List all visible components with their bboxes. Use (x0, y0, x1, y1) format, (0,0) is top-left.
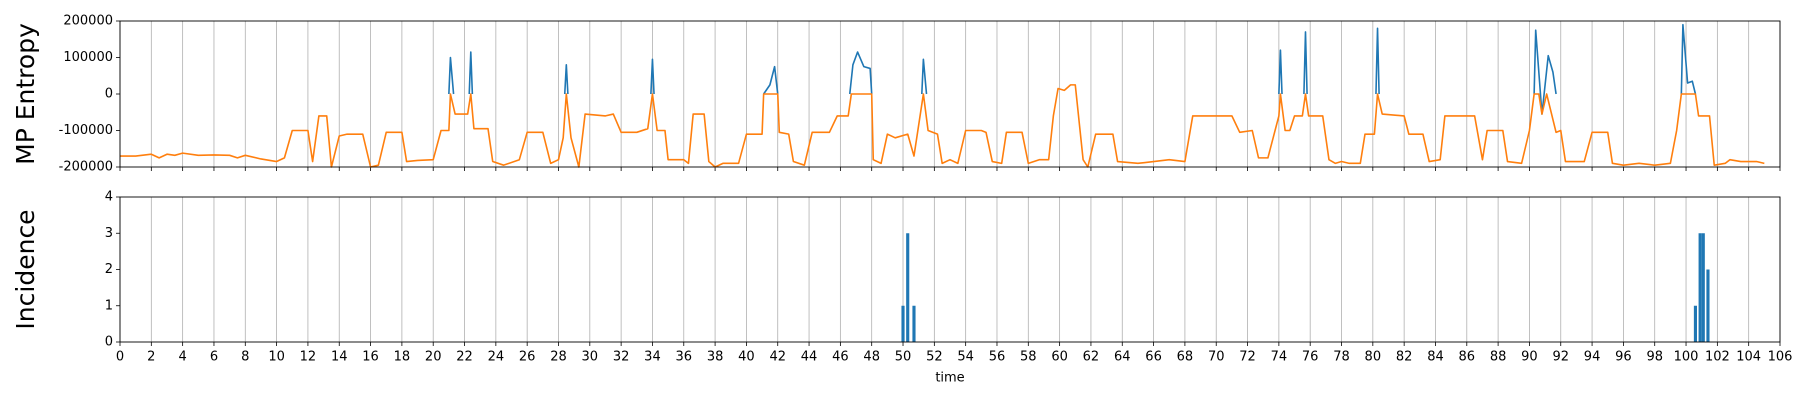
bar (912, 305, 916, 342)
y-tick-label: 1 (105, 298, 113, 313)
x-tick-label: 0 (116, 350, 124, 365)
x-tick-label: 4 (179, 350, 187, 365)
x-tick-label: 54 (957, 350, 974, 365)
x-tick-label: 12 (300, 350, 317, 365)
x-tick-label: 32 (613, 350, 630, 365)
x-tick-label: 64 (1114, 350, 1131, 365)
line-series (448, 23, 1697, 115)
x-tick-label: 10 (268, 350, 285, 365)
x-tick-label: 102 (1705, 350, 1730, 365)
x-tick-label: 40 (738, 350, 755, 365)
x-tick-label: 70 (1208, 350, 1225, 365)
x-tick-label: 68 (1177, 350, 1194, 365)
y-tick-label: 100000 (63, 50, 113, 65)
y-tick-label: -100000 (59, 123, 113, 138)
x-tick-label: 86 (1459, 350, 1476, 365)
bar (901, 305, 905, 342)
x-tick-label: 16 (362, 350, 379, 365)
x-tick-label: 50 (895, 350, 912, 365)
x-tick-label: 38 (707, 350, 724, 365)
x-tick-label: 100 (1674, 350, 1699, 365)
x-tick-label: 2 (147, 350, 155, 365)
x-tick-label: 18 (394, 350, 411, 365)
x-tick-label: 34 (644, 350, 661, 365)
y-tick-label: 2 (105, 262, 113, 277)
x-tick-label: 28 (550, 350, 567, 365)
x-tick-label: 74 (1271, 350, 1288, 365)
bar (1701, 233, 1705, 342)
x-tick-label: 26 (519, 350, 536, 365)
y-tick-label: 200000 (63, 14, 113, 29)
x-tick-label: 76 (1302, 350, 1319, 365)
axes-frame (119, 20, 1781, 168)
y-tick-label: 4 (105, 190, 113, 205)
y-axis-label: Incidence (11, 209, 40, 329)
bar (1693, 305, 1697, 342)
x-axis-label: time (935, 371, 964, 386)
x-tick-label: 84 (1427, 350, 1444, 365)
x-tick-label: 92 (1552, 350, 1569, 365)
x-tick-label: 80 (1365, 350, 1382, 365)
x-tick-label: 30 (582, 350, 599, 365)
x-tick-label: 48 (863, 350, 880, 365)
x-tick-label: 22 (456, 350, 473, 365)
bar (1706, 269, 1710, 342)
x-tick-label: 88 (1490, 350, 1507, 365)
y-axis-label: MP Entropy (11, 23, 40, 165)
x-tick-label: 56 (989, 350, 1006, 365)
x-tick-label: 90 (1521, 350, 1538, 365)
x-tick-label: 82 (1396, 350, 1413, 365)
y-tick-label: -200000 (59, 160, 113, 175)
x-tick-label: 24 (488, 350, 505, 365)
x-tick-label: 106 (1768, 350, 1793, 365)
x-tick-label: 8 (241, 350, 249, 365)
x-tick-label: 14 (331, 350, 348, 365)
x-tick-label: 52 (926, 350, 943, 365)
x-tick-label: 46 (832, 350, 849, 365)
x-tick-label: 58 (1020, 350, 1037, 365)
x-tick-label: 60 (1051, 350, 1068, 365)
bar (906, 233, 910, 342)
x-tick-label: 36 (676, 350, 693, 365)
x-tick-label: 96 (1615, 350, 1632, 365)
x-tick-label: 44 (801, 350, 818, 365)
x-tick-label: 98 (1646, 350, 1663, 365)
y-tick-label: 0 (105, 87, 113, 102)
line-series (120, 84, 1765, 168)
x-tick-label: 104 (1736, 350, 1761, 365)
x-tick-label: 20 (425, 350, 442, 365)
x-tick-label: 72 (1239, 350, 1256, 365)
bar (1698, 233, 1702, 342)
y-tick-label: 0 (105, 335, 113, 350)
axes-frame (119, 196, 1781, 343)
y-tick-label: 3 (105, 226, 113, 241)
x-tick-label: 6 (210, 350, 218, 365)
x-tick-label: 66 (1145, 350, 1162, 365)
x-tick-label: 94 (1584, 350, 1601, 365)
x-tick-label: 42 (769, 350, 786, 365)
x-tick-label: 78 (1333, 350, 1350, 365)
x-tick-label: 62 (1083, 350, 1100, 365)
